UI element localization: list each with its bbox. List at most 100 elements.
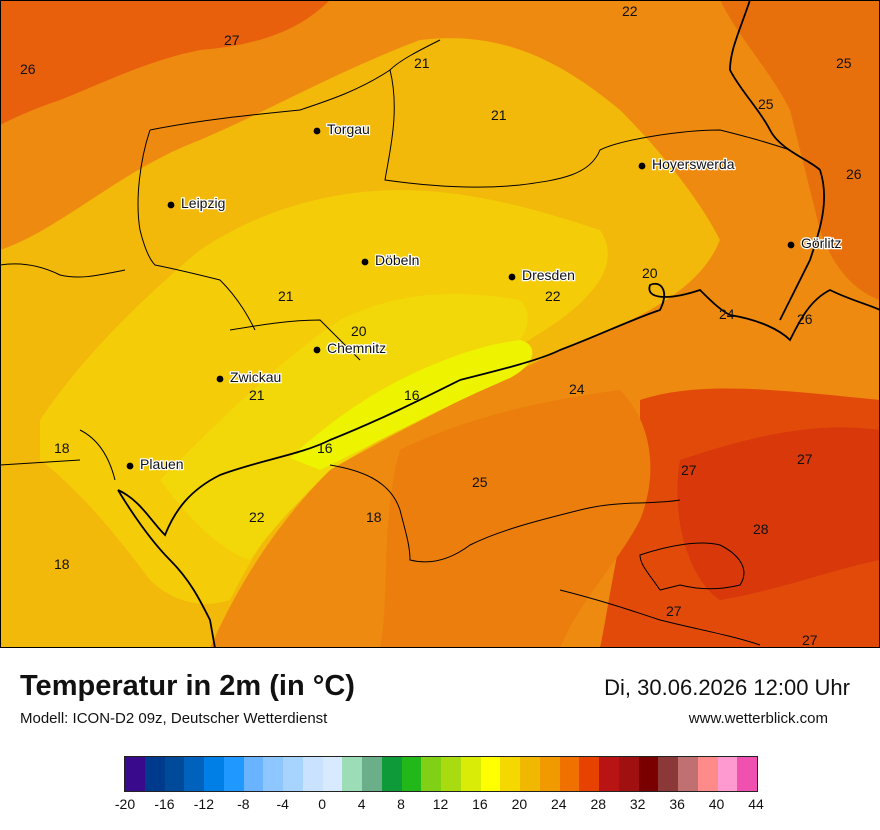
scale-tick-label: -12 bbox=[193, 796, 214, 812]
forecast-datetime: Di, 30.06.2026 12:00 Uhr bbox=[604, 675, 850, 700]
value-label: 20 bbox=[642, 265, 658, 281]
svg-text:Döbeln: Döbeln bbox=[375, 252, 419, 268]
scale-tick-label: -20 bbox=[114, 796, 136, 812]
city-chemnitz: Chemnitz bbox=[313, 339, 387, 357]
scale-swatch bbox=[223, 757, 244, 791]
scale-swatch bbox=[125, 757, 145, 791]
scale-swatch bbox=[204, 757, 224, 791]
scale-tick-label: 36 bbox=[669, 796, 685, 812]
scale-tick-label: 20 bbox=[511, 796, 528, 812]
scale-swatch bbox=[283, 757, 303, 791]
legend-footer: Temperatur in 2m (in °C) Modell: ICON-D2… bbox=[0, 648, 880, 830]
scale-swatch bbox=[322, 757, 343, 791]
scale-tick-label: 44 bbox=[748, 796, 764, 812]
scale-swatch bbox=[500, 757, 520, 791]
map-title: Temperatur in 2m (in °C) bbox=[20, 670, 355, 702]
value-label: 21 bbox=[414, 55, 430, 71]
svg-text:Dresden: Dresden bbox=[522, 267, 575, 283]
city-torgau: Torgau bbox=[313, 120, 371, 138]
scale-swatch bbox=[559, 757, 580, 791]
scale-tick-label: 32 bbox=[629, 796, 646, 812]
border-district-2 bbox=[0, 263, 761, 646]
scale-tick-label: 16 bbox=[472, 796, 488, 812]
scale-tick-label: 28 bbox=[590, 796, 607, 812]
value-label: 27 bbox=[802, 632, 818, 648]
scale-swatch bbox=[362, 757, 382, 791]
scale-swatch bbox=[164, 757, 185, 791]
scale-swatch bbox=[381, 757, 402, 791]
city-goerlitz: Görlitz bbox=[787, 234, 843, 252]
value-label: 26 bbox=[846, 166, 862, 182]
value-label: 18 bbox=[54, 556, 70, 572]
temp-zone-26-ne bbox=[720, 0, 880, 300]
color-scale bbox=[124, 756, 758, 792]
city-dresden: Dresden bbox=[508, 266, 576, 284]
model-info: Modell: ICON-D2 09z, Deutscher Wetterdie… bbox=[20, 710, 328, 727]
border-district-1 bbox=[137, 39, 791, 331]
scale-swatch bbox=[401, 757, 422, 791]
value-label: 28 bbox=[753, 521, 769, 537]
scale-swatch bbox=[638, 757, 659, 791]
scale-swatch bbox=[342, 757, 362, 791]
value-label: 25 bbox=[758, 96, 774, 112]
scale-tick-label: 40 bbox=[708, 796, 725, 812]
scale-tick-label: 8 bbox=[397, 796, 405, 812]
scale-swatch bbox=[618, 757, 639, 791]
value-label: 21 bbox=[491, 107, 507, 123]
value-label: 18 bbox=[366, 509, 382, 525]
temp-zone-25-s bbox=[380, 390, 651, 648]
scale-swatch bbox=[539, 757, 560, 791]
scale-swatch bbox=[184, 757, 204, 791]
scale-swatch bbox=[697, 757, 718, 791]
svg-text:Torgau: Torgau bbox=[327, 121, 370, 137]
scale-swatch bbox=[599, 757, 619, 791]
svg-text:Hoyerswerda: Hoyerswerda bbox=[652, 156, 735, 172]
color-scale-ticks: -20 -16 -12 -8 -4 0 4 8 12 16 20 24 28 32 36 40 44 bbox=[0, 796, 880, 816]
value-label: 25 bbox=[836, 55, 852, 71]
scale-swatch bbox=[480, 757, 501, 791]
value-label: 16 bbox=[317, 440, 333, 456]
border-state-east bbox=[729, 0, 826, 321]
value-label: 22 bbox=[622, 3, 638, 19]
scale-swatch bbox=[717, 757, 738, 791]
temp-zone-28-core bbox=[677, 427, 880, 600]
scale-tick-label: 0 bbox=[318, 796, 327, 812]
scale-swatch bbox=[737, 757, 757, 791]
value-label: 24 bbox=[719, 306, 735, 322]
svg-text:Görlitz: Görlitz bbox=[801, 235, 841, 251]
scale-swatch bbox=[678, 757, 698, 791]
scale-swatch bbox=[460, 757, 481, 791]
scale-swatch bbox=[144, 757, 165, 791]
value-label: 27 bbox=[666, 603, 682, 619]
scale-tick-label: -4 bbox=[276, 796, 289, 812]
value-label: 27 bbox=[681, 462, 697, 478]
value-label: 21 bbox=[278, 288, 294, 304]
temp-zone-27-nw bbox=[0, 0, 330, 125]
city-hoyerswerda: Hoyerswerda bbox=[638, 155, 736, 173]
svg-text:Plauen: Plauen bbox=[140, 456, 184, 472]
scale-swatch bbox=[302, 757, 323, 791]
value-label: 27 bbox=[224, 32, 240, 48]
value-label: 25 bbox=[472, 474, 488, 490]
scale-swatch bbox=[263, 757, 283, 791]
scale-swatch bbox=[658, 757, 678, 791]
value-label: 16 bbox=[404, 387, 420, 403]
value-labels: 22 27 26 21 25 21 25 26 20 22 21 20 24 2… bbox=[20, 3, 862, 648]
svg-text:Leipzig: Leipzig bbox=[181, 195, 225, 211]
value-label: 22 bbox=[249, 509, 265, 525]
value-label: 18 bbox=[54, 440, 70, 456]
scale-swatch bbox=[520, 757, 540, 791]
website-link[interactable]: www.wetterblick.com bbox=[688, 710, 828, 727]
value-label: 21 bbox=[249, 387, 265, 403]
value-label: 26 bbox=[20, 61, 36, 77]
svg-text:Chemnitz: Chemnitz bbox=[327, 340, 386, 356]
scale-swatch bbox=[421, 757, 441, 791]
city-plauen: Plauen bbox=[126, 455, 185, 473]
scale-swatch bbox=[579, 757, 599, 791]
city-doebeln: Döbeln bbox=[361, 251, 421, 269]
city-leipzig: Leipzig bbox=[167, 194, 227, 212]
temperature-map: Torgau Hoyerswerda Leipzig Görlitz Döbel… bbox=[0, 0, 880, 648]
scale-swatch bbox=[243, 757, 264, 791]
scale-tick-label: -16 bbox=[154, 796, 175, 812]
value-label: 22 bbox=[545, 288, 561, 304]
